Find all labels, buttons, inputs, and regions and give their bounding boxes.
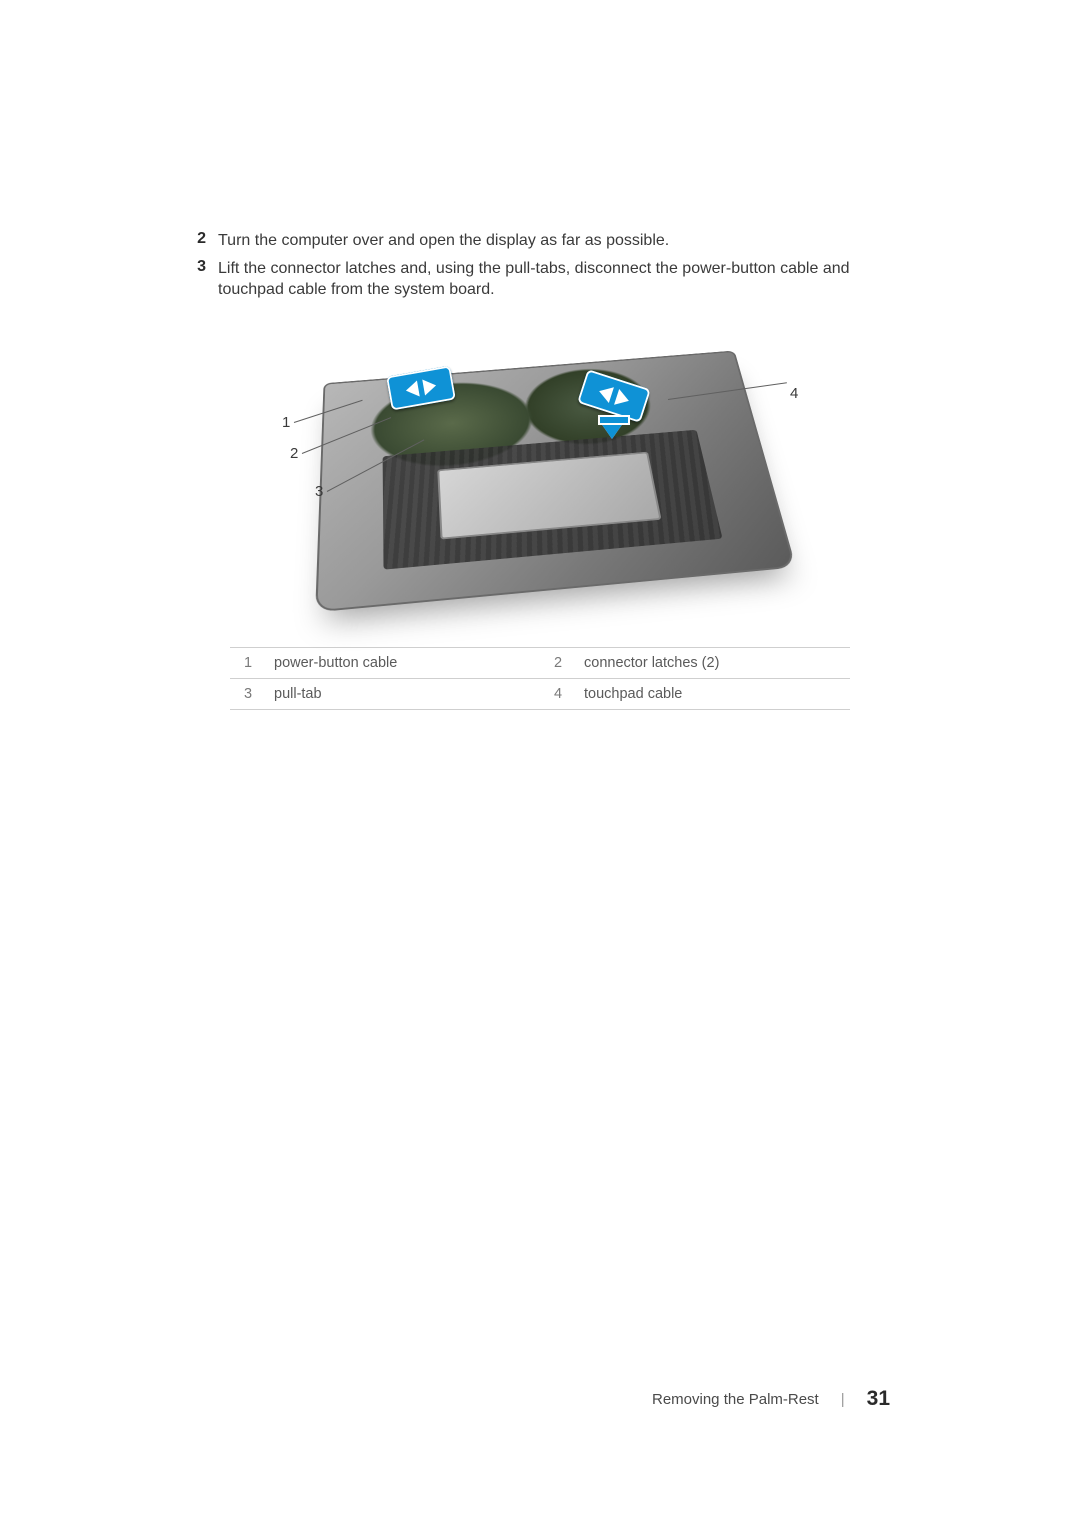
step-item: 3 Lift the connector latches and, using …	[190, 258, 890, 301]
laptop-photo	[315, 350, 796, 612]
step-number: 2	[190, 230, 218, 248]
page-footer: Removing the Palm-Rest | 31	[652, 1387, 890, 1411]
part-number: 3	[230, 678, 266, 709]
part-label: pull-tab	[266, 678, 540, 709]
laptop-disassembly-figure: 1 2 3 4	[260, 319, 820, 619]
callout-number: 2	[290, 445, 298, 462]
callout-number: 4	[790, 385, 798, 402]
arrow-left-icon	[405, 380, 420, 398]
manual-page: 2 Turn the computer over and open the di…	[0, 0, 1080, 1527]
figure-container: 1 2 3 4	[190, 319, 890, 619]
page-number: 31	[867, 1387, 890, 1411]
step-item: 2 Turn the computer over and open the di…	[190, 230, 890, 252]
table-row: 1 power-button cable 2 connector latches…	[230, 647, 850, 678]
step-text: Turn the computer over and open the disp…	[218, 230, 669, 252]
callout-number: 1	[282, 414, 290, 431]
arrow-right-icon	[422, 377, 437, 395]
part-number: 4	[540, 678, 576, 709]
arrow-right-icon	[614, 389, 631, 409]
table-row: 3 pull-tab 4 touchpad cable	[230, 678, 850, 709]
part-number: 2	[540, 647, 576, 678]
section-title: Removing the Palm-Rest	[652, 1391, 819, 1408]
footer-separator: |	[841, 1391, 845, 1408]
part-label: power-button cable	[266, 647, 540, 678]
step-list: 2 Turn the computer over and open the di…	[190, 230, 890, 301]
part-label: connector latches (2)	[576, 647, 850, 678]
arrow-left-icon	[597, 383, 614, 403]
part-label: touchpad cable	[576, 678, 850, 709]
part-number: 1	[230, 647, 266, 678]
step-text: Lift the connector latches and, using th…	[218, 258, 890, 301]
arrow-down-icon	[598, 419, 626, 439]
step-number: 3	[190, 258, 218, 276]
callout-number: 3	[315, 483, 323, 500]
parts-legend-table: 1 power-button cable 2 connector latches…	[230, 647, 850, 710]
